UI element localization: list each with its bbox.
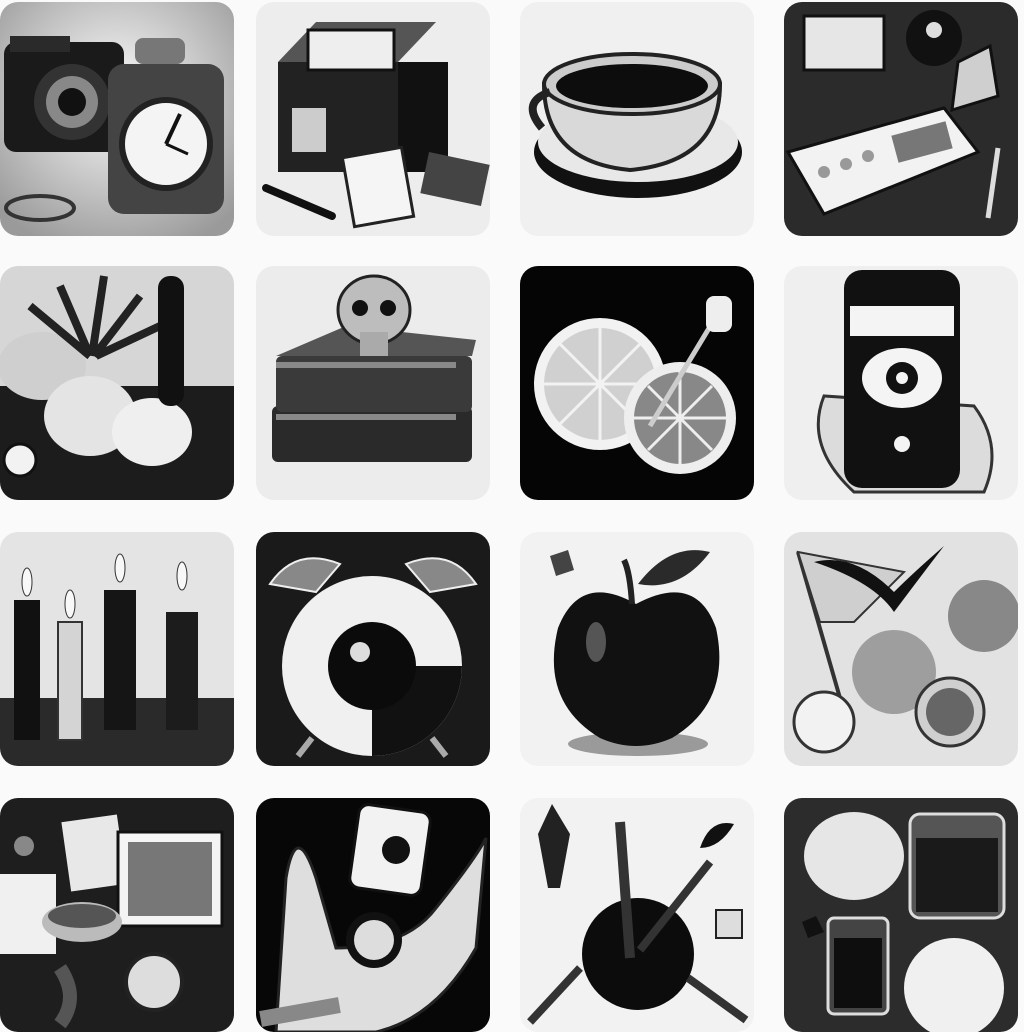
alarm-clock-eye-icon[interactable] — [256, 532, 490, 766]
drinks-fruit-icon[interactable] — [784, 798, 1018, 1032]
skull-books-icon[interactable] — [256, 266, 490, 500]
citrus-slices-icon[interactable] — [520, 266, 754, 500]
bowl-utensils-icon[interactable] — [520, 798, 754, 1032]
desk-supplies-icon[interactable] — [784, 2, 1018, 236]
teacup-icon[interactable] — [520, 2, 754, 236]
gift-boxes-icon[interactable] — [256, 2, 490, 236]
flag-bird-fruit-icon[interactable] — [784, 532, 1018, 766]
camera-clock-icon[interactable] — [0, 2, 234, 236]
candles-icon[interactable] — [0, 532, 234, 766]
apple-icon[interactable] — [520, 532, 754, 766]
hand-card-icon[interactable] — [256, 798, 490, 1032]
smartphone-eye-icon[interactable] — [784, 266, 1018, 500]
apples-plant-icon[interactable] — [0, 266, 234, 500]
open-boxes-icon[interactable] — [0, 798, 234, 1032]
